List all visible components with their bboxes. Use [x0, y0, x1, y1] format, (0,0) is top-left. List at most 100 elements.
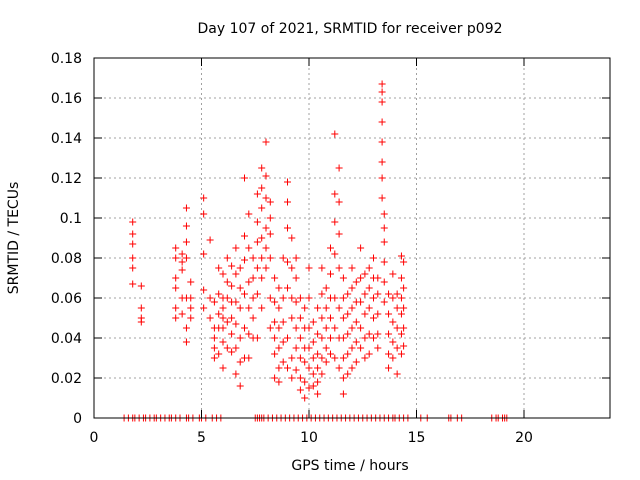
data-point — [348, 284, 356, 292]
data-point — [262, 244, 270, 252]
data-point — [219, 270, 227, 278]
data-point — [258, 304, 266, 312]
data-point — [219, 324, 227, 332]
data-point — [352, 338, 360, 346]
data-point — [400, 304, 408, 312]
chart-title: Day 107 of 2021, SRMTID for receiver p09… — [197, 21, 502, 37]
y-tick-label: 0.12 — [51, 171, 82, 187]
data-point — [296, 386, 304, 394]
data-point — [241, 174, 248, 182]
data-point — [335, 364, 343, 372]
data-point — [258, 204, 266, 212]
data-point — [249, 254, 257, 262]
x-tick-label: 10 — [300, 430, 318, 446]
data-point — [389, 354, 397, 362]
data-point — [279, 338, 287, 346]
data-point — [331, 324, 339, 332]
y-tick-label: 0 — [73, 411, 82, 427]
data-point — [182, 338, 190, 346]
data-point — [331, 250, 339, 258]
data-point — [266, 254, 274, 262]
data-point — [215, 350, 223, 358]
data-point — [348, 324, 356, 332]
data-point — [271, 350, 279, 358]
data-point — [305, 324, 313, 332]
data-point — [339, 354, 347, 362]
data-point — [348, 304, 356, 312]
data-point — [389, 338, 397, 346]
data-point — [335, 304, 343, 312]
data-point — [314, 330, 322, 338]
data-point — [318, 370, 326, 378]
data-point — [271, 274, 279, 282]
data-point — [309, 382, 317, 390]
data-point — [219, 338, 227, 346]
data-point — [241, 256, 248, 264]
data-point — [245, 210, 253, 218]
data-point — [335, 264, 343, 272]
data-point — [365, 350, 373, 358]
data-point — [331, 130, 339, 138]
x-tick-label: 20 — [515, 430, 533, 446]
data-point — [284, 334, 291, 342]
x-tick-label: 5 — [197, 430, 206, 446]
y-axis-label: SRMTID / TECUs — [6, 182, 22, 295]
data-point — [385, 350, 393, 358]
data-point — [397, 330, 405, 338]
data-point — [182, 324, 190, 332]
data-point — [357, 344, 365, 352]
data-point — [182, 222, 190, 230]
data-point — [318, 290, 326, 298]
data-point — [172, 314, 180, 322]
data-point — [374, 290, 382, 298]
data-point — [393, 370, 401, 378]
data-point — [314, 364, 322, 372]
data-point — [249, 274, 257, 282]
data-point — [241, 290, 248, 298]
data-point — [228, 348, 236, 356]
data-point — [215, 264, 223, 272]
data-point — [314, 390, 322, 398]
data-point — [232, 320, 240, 328]
data-point — [187, 278, 195, 286]
data-point — [172, 274, 180, 282]
data-point — [385, 310, 393, 318]
data-point — [357, 324, 365, 332]
data-point — [322, 324, 330, 332]
data-point — [378, 158, 386, 166]
data-point — [288, 294, 296, 302]
data-point — [296, 354, 304, 362]
data-point — [228, 262, 236, 270]
data-point — [292, 344, 300, 352]
data-point — [210, 354, 218, 362]
data-point — [275, 304, 283, 312]
data-point — [305, 344, 313, 352]
data-point — [292, 324, 300, 332]
data-point — [352, 318, 360, 326]
data-point — [262, 138, 270, 146]
data-point — [344, 370, 352, 378]
data-point — [352, 358, 360, 366]
data-point — [215, 310, 223, 318]
x-axis-label: GPS time / hours — [291, 458, 408, 474]
data-point — [389, 270, 397, 278]
data-point — [236, 358, 244, 366]
data-point — [262, 172, 270, 180]
data-point — [378, 118, 386, 126]
data-point — [288, 314, 296, 322]
y-tick-label: 0.14 — [51, 131, 82, 147]
data-point — [284, 364, 291, 372]
data-point — [322, 284, 330, 292]
data-point — [187, 304, 195, 312]
data-point — [389, 294, 397, 302]
data-point — [296, 314, 304, 322]
data-point — [301, 358, 309, 366]
data-point — [206, 236, 214, 244]
data-point — [292, 366, 300, 374]
data-point — [305, 364, 313, 372]
data-point — [397, 310, 405, 318]
data-point — [245, 354, 253, 362]
data-point — [258, 254, 266, 262]
data-point — [129, 230, 137, 238]
data-point — [305, 294, 313, 302]
